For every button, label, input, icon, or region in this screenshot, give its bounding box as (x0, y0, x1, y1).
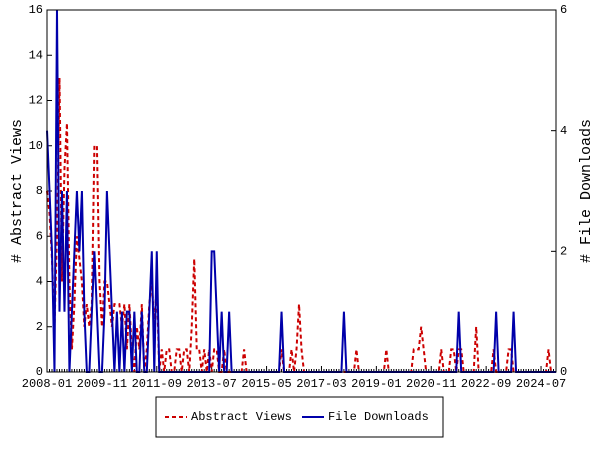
y-tick-label: 12 (29, 94, 43, 108)
legend: Abstract Views File Downloads (155, 396, 444, 438)
x-tick-label: 2015-05 (241, 377, 291, 391)
x-tick-label: 2009-11 (77, 377, 127, 391)
y-tick-label: 4 (36, 275, 43, 289)
x-tick-label: 2008-01 (22, 377, 72, 391)
y2-tick-label: 2 (560, 245, 567, 259)
x-tick-label: 2013-07 (186, 377, 236, 391)
y2-tick-label: 6 (560, 3, 567, 17)
y2-axis-title: # File Downloads (578, 119, 595, 263)
y-tick-label: 2 (36, 320, 43, 334)
legend-label: File Downloads (328, 410, 429, 424)
y-tick-label: 8 (36, 184, 43, 198)
y-tick-label: 0 (36, 365, 43, 379)
y-tick-label: 16 (29, 3, 43, 17)
y2-tick-label: 4 (560, 124, 567, 138)
x-tick-label: 2011-09 (132, 377, 182, 391)
y2-tick-label: 0 (560, 365, 567, 379)
x-tick-label: 2019-01 (351, 377, 401, 391)
legend-label: Abstract Views (191, 410, 292, 424)
y-axis-title: # Abstract Views (9, 119, 26, 263)
x-tick-label: 2022-09 (461, 377, 511, 391)
y-tick-label: 6 (36, 229, 43, 243)
x-tick-label: 2017-03 (296, 377, 346, 391)
y-tick-label: 14 (29, 48, 43, 62)
y-tick-label: 10 (29, 139, 43, 153)
legend-box (155, 396, 444, 438)
x-tick-label: 2020-11 (406, 377, 456, 391)
x-tick-label: 2024-07 (516, 377, 566, 391)
plot-frame (46, 9, 557, 373)
